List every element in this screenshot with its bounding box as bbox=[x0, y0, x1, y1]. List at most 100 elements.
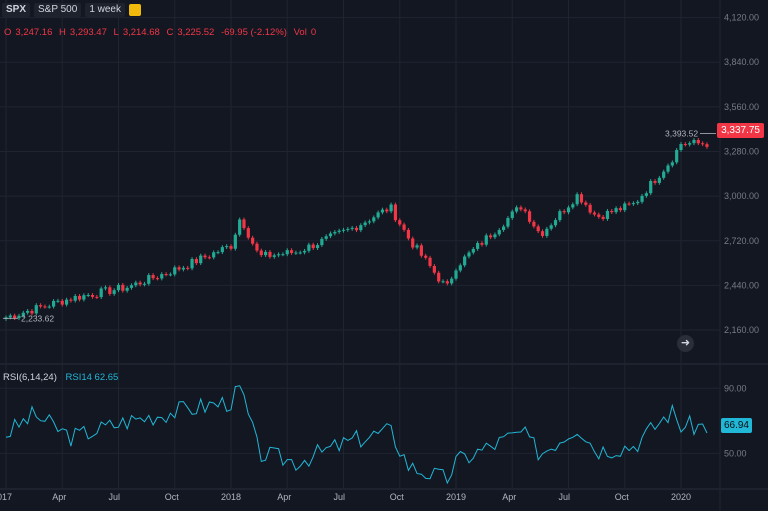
time-tick-label: 2017 bbox=[0, 492, 12, 502]
candle-body bbox=[510, 211, 514, 219]
candle-body bbox=[199, 255, 203, 264]
symbol-name[interactable]: S&P 500 bbox=[34, 3, 82, 17]
time-tick-label: Apr bbox=[502, 492, 516, 502]
rsi-indicator-name[interactable]: RSI(6,14,24) bbox=[3, 372, 57, 383]
candle-body bbox=[255, 243, 259, 251]
candle-body bbox=[103, 287, 108, 289]
candle-body bbox=[454, 270, 458, 279]
candle-body bbox=[350, 227, 354, 229]
candle-body bbox=[207, 257, 211, 259]
candle-body bbox=[424, 255, 428, 258]
volume-value: 0 bbox=[310, 27, 317, 38]
close-label: C bbox=[166, 27, 174, 38]
candle-body bbox=[354, 227, 359, 231]
candle-body bbox=[666, 165, 670, 172]
price-tick-label: 2,160.00 bbox=[724, 325, 759, 335]
candle-body bbox=[618, 208, 623, 211]
candle-body bbox=[701, 143, 705, 145]
candle-body bbox=[514, 207, 519, 212]
candle-body bbox=[272, 255, 276, 257]
candle-body bbox=[610, 210, 614, 213]
candle-body bbox=[493, 234, 497, 238]
candle-body bbox=[116, 284, 121, 291]
candle-body bbox=[476, 243, 480, 249]
candle-body bbox=[657, 177, 661, 183]
candle-body bbox=[636, 201, 640, 204]
candle-body bbox=[43, 306, 47, 308]
candle-body bbox=[623, 203, 627, 211]
close-value: 3,225.52 bbox=[177, 27, 215, 38]
price-tick-label: 4,120.00 bbox=[724, 13, 759, 23]
candle-body bbox=[683, 144, 687, 146]
candle-body bbox=[112, 290, 116, 294]
scroll-to-realtime-button[interactable]: ➜ bbox=[677, 335, 694, 352]
candle-body bbox=[419, 245, 423, 256]
ohlc-readout: O 3,247.16 H 3,293.47 L 3,214.68 C 3,225.52 … bbox=[4, 27, 320, 38]
candle-body bbox=[341, 229, 346, 231]
candle-body bbox=[558, 211, 562, 221]
time-tick-label: Oct bbox=[390, 492, 405, 502]
candle-body bbox=[194, 259, 198, 264]
candle-body bbox=[458, 265, 462, 271]
candle-body bbox=[562, 211, 566, 213]
candle-body bbox=[631, 203, 636, 205]
candle-body bbox=[584, 202, 588, 205]
candle-body bbox=[527, 211, 532, 222]
candle-body bbox=[450, 278, 454, 284]
candle-body bbox=[501, 226, 506, 231]
candle-body bbox=[575, 194, 579, 205]
price-tick-label: 3,000.00 bbox=[724, 191, 759, 201]
candle-body bbox=[662, 171, 666, 178]
candle-body bbox=[376, 212, 380, 218]
candle-body bbox=[99, 288, 103, 298]
candle-body bbox=[294, 252, 298, 254]
candle-body bbox=[649, 181, 653, 194]
candle-body bbox=[367, 221, 372, 223]
price-tick-label: 3,840.00 bbox=[724, 57, 759, 67]
time-tick-label: Jul bbox=[109, 492, 121, 502]
candle-body bbox=[47, 306, 51, 308]
candle-body bbox=[627, 203, 631, 205]
candle-body bbox=[346, 228, 350, 230]
time-tick-label: Jul bbox=[334, 492, 346, 502]
candle-body bbox=[311, 244, 315, 249]
price-tick-label: 2,440.00 bbox=[724, 280, 759, 290]
candle-body bbox=[203, 255, 207, 258]
low-label: L bbox=[113, 27, 119, 38]
candle-body bbox=[276, 254, 281, 256]
candle-body bbox=[675, 149, 679, 163]
candle-body bbox=[129, 285, 134, 288]
candle-body bbox=[519, 207, 523, 210]
candle-body bbox=[566, 207, 571, 213]
candle-body bbox=[95, 296, 99, 298]
candle-body bbox=[605, 210, 610, 219]
candle-body bbox=[402, 224, 406, 230]
candle-body bbox=[428, 257, 432, 266]
candle-body bbox=[151, 275, 155, 279]
symbol-ticker[interactable]: SPX bbox=[2, 3, 31, 17]
candle-body bbox=[155, 278, 160, 280]
flag-icon[interactable] bbox=[129, 4, 141, 16]
price-tick-label: 3,280.00 bbox=[724, 146, 759, 156]
candle-body bbox=[688, 143, 692, 145]
rsi-tick-label: 50.00 bbox=[724, 448, 747, 458]
volume-label: Vol bbox=[293, 27, 307, 38]
candle-body bbox=[393, 204, 398, 221]
candle-body bbox=[705, 144, 709, 147]
candle-body bbox=[463, 256, 467, 266]
price-tick-label: 2,720.00 bbox=[724, 236, 759, 246]
interval-selector[interactable]: 1 week bbox=[85, 3, 125, 17]
rsi-tick-label: 90.00 bbox=[724, 383, 747, 393]
candlestick-series bbox=[4, 138, 709, 321]
candle-body bbox=[441, 281, 445, 283]
candle-body bbox=[359, 225, 363, 231]
candle-body bbox=[437, 272, 441, 282]
candle-body bbox=[298, 252, 302, 254]
candle-body bbox=[147, 275, 151, 284]
candle-body bbox=[233, 234, 237, 249]
candle-body bbox=[553, 220, 558, 226]
candle-body bbox=[246, 228, 250, 238]
candle-body bbox=[39, 305, 43, 307]
